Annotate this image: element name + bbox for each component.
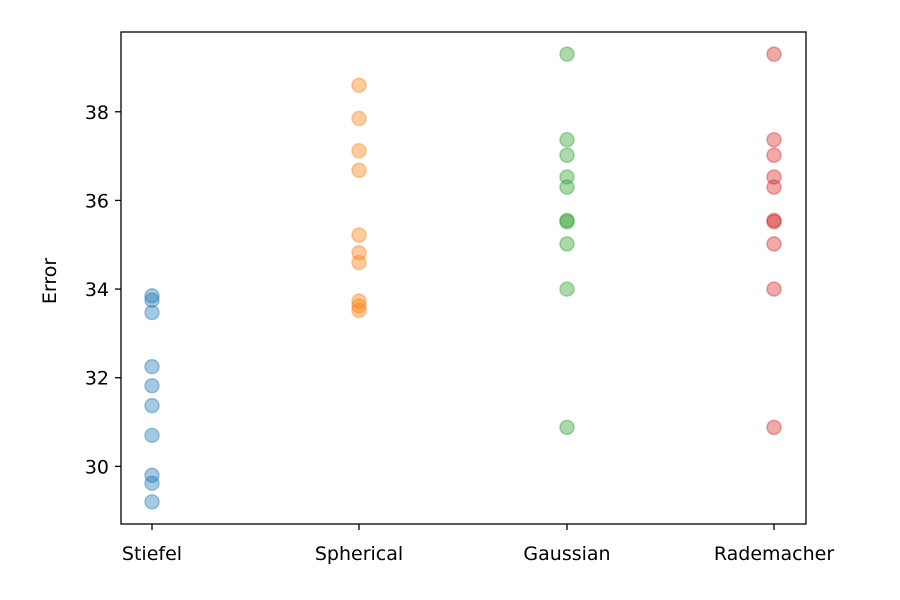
data-point-rademacher-6 <box>767 215 781 229</box>
y-axis: 30 32 34 36 38 <box>85 102 121 479</box>
data-point-rademacher-1 <box>767 133 781 147</box>
x-tick-label-gaussian: Gaussian <box>523 543 610 565</box>
data-point-rademacher-7 <box>767 237 781 251</box>
x-axis: Stiefel Spherical Gaussian Rademacher <box>122 524 834 565</box>
data-point-stiefel-8 <box>145 476 159 490</box>
data-point-spherical-2 <box>352 144 366 158</box>
data-point-spherical-4 <box>352 228 366 242</box>
data-point-rademacher-0 <box>767 47 781 61</box>
data-point-stiefel-2 <box>145 306 159 320</box>
x-tick-label-stiefel: Stiefel <box>122 543 182 565</box>
y-tick-label-36: 36 <box>85 190 109 212</box>
data-point-stiefel-9 <box>145 495 159 509</box>
y-tick-label-34: 34 <box>85 279 109 301</box>
data-point-spherical-0 <box>352 78 366 92</box>
data-point-spherical-9 <box>352 303 366 317</box>
data-point-spherical-3 <box>352 163 366 177</box>
plot-area-frame <box>121 32 806 524</box>
data-point-gaussian-8 <box>560 282 574 296</box>
data-point-gaussian-6 <box>560 215 574 229</box>
data-point-spherical-6 <box>352 255 366 269</box>
y-tick-label-32: 32 <box>85 368 109 390</box>
data-point-gaussian-1 <box>560 133 574 147</box>
data-point-gaussian-9 <box>560 420 574 434</box>
data-point-rademacher-4 <box>767 180 781 194</box>
data-point-gaussian-0 <box>560 47 574 61</box>
x-tick-label-spherical: Spherical <box>315 543 403 565</box>
y-tick-label-38: 38 <box>85 102 109 124</box>
data-points <box>145 47 781 509</box>
y-axis-label: Error <box>39 258 61 305</box>
data-point-rademacher-8 <box>767 282 781 296</box>
x-tick-label-rademacher: Rademacher <box>714 543 835 565</box>
data-point-gaussian-4 <box>560 180 574 194</box>
data-point-spherical-1 <box>352 111 366 125</box>
data-point-gaussian-2 <box>560 148 574 162</box>
data-point-rademacher-2 <box>767 148 781 162</box>
y-tick-label-30: 30 <box>85 456 109 478</box>
data-point-stiefel-3 <box>145 360 159 374</box>
data-point-stiefel-5 <box>145 399 159 413</box>
data-point-rademacher-9 <box>767 420 781 434</box>
data-point-stiefel-4 <box>145 379 159 393</box>
data-point-gaussian-7 <box>560 237 574 251</box>
data-point-stiefel-6 <box>145 428 159 442</box>
